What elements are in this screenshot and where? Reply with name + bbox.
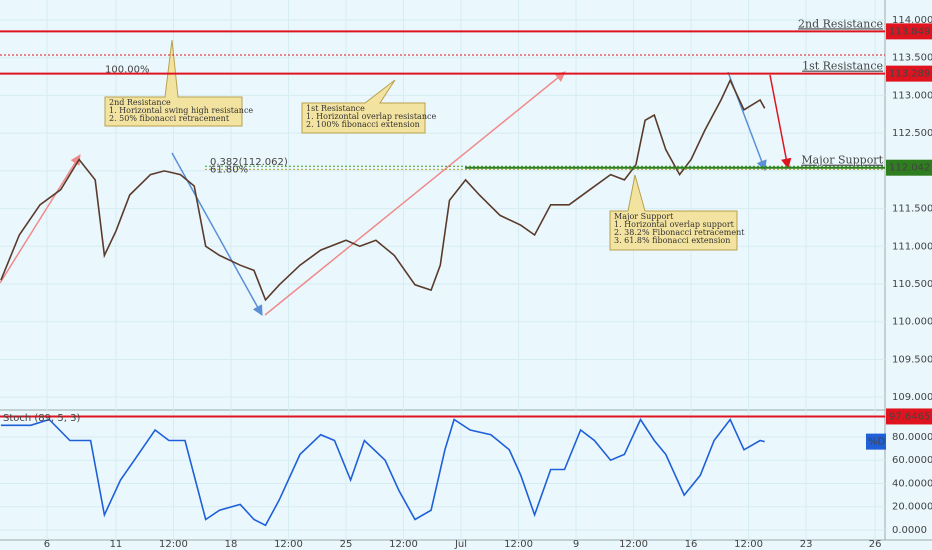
x-tick-label: 18: [225, 539, 238, 550]
x-tick-label: 26: [869, 539, 882, 550]
stoch-line: [0, 417, 765, 527]
y-tick-label: 20.0000: [892, 502, 932, 513]
level-value: 113.849: [889, 26, 930, 37]
x-tick-label: Jul: [454, 539, 467, 550]
level-tag: [886, 408, 932, 425]
callout-line: 1. Horizontal overlap support: [614, 220, 735, 229]
callout-line: 2. 50% fibonacci retracement: [109, 114, 230, 123]
y-tick-label: 80.0000: [892, 432, 932, 443]
x-tick-label: 6: [44, 539, 50, 550]
y-tick-label: 109.500: [892, 354, 932, 365]
level-tag: [886, 23, 932, 40]
callout-box: [609, 174, 738, 251]
y-tick-label: 111.500: [892, 204, 932, 215]
callout-title: 2nd Resistance: [109, 98, 171, 107]
series-tag: [866, 433, 886, 450]
callout-box: [104, 39, 243, 127]
y-tick-label: 60.0000: [892, 455, 932, 466]
x-tick-label: 12:00: [734, 539, 763, 550]
fib-label: 0.382(112.062): [210, 157, 288, 168]
price-line: [0, 78, 766, 302]
y-tick-label: 114.000: [892, 15, 932, 26]
x-tick-label: 12:00: [389, 539, 418, 550]
callout-line: 2. 100% fibonacci extension: [306, 120, 420, 129]
callout-title: Major Support: [614, 212, 674, 221]
grid: [0, 0, 885, 540]
callout-line: 1. Horizontal swing high resistance: [109, 106, 253, 115]
x-tick-label: 23: [800, 539, 813, 550]
y-tick-label: 111.000: [892, 241, 932, 252]
x-tick-label: 12:00: [504, 539, 533, 550]
y-tick-label: 40.0000: [892, 478, 932, 489]
level-tag: [886, 65, 932, 82]
x-tick-label: 12:00: [619, 539, 648, 550]
callout-line: 3. 61.8% fibonacci extension: [614, 236, 730, 245]
stoch-label: Stoch (89, 5, 3): [3, 413, 80, 424]
y-tick-label: 113.000: [892, 90, 932, 101]
callout-line: 1. Horizontal overlap resistance: [306, 112, 436, 121]
fib-label: 61.80%: [210, 164, 248, 175]
level-value: 97.6465: [889, 411, 930, 422]
series-tag-label: %D: [868, 437, 886, 448]
fib-label: 100.00%: [105, 65, 150, 76]
level-value: 112.042: [889, 163, 930, 174]
y-tick-label: 110.000: [892, 317, 932, 328]
drawings: [0, 39, 792, 316]
y-tick-label: 112.500: [892, 128, 932, 139]
x-tick-label: 25: [340, 539, 353, 550]
x-tick-label: 12:00: [159, 539, 188, 550]
level-value: 113.289: [889, 69, 930, 80]
level-name: 2nd Resistance: [798, 17, 883, 30]
forecast-arrow: [769, 74, 792, 170]
level-tag: [886, 159, 932, 176]
callout-title: 1st Resistance: [306, 104, 365, 113]
plot-bg: [0, 0, 885, 540]
y-tick-label: 109.000: [892, 392, 932, 403]
x-tick-label: 11: [110, 539, 123, 550]
callout-box: [301, 79, 426, 134]
x-tick-label: 16: [685, 539, 698, 550]
x-tick-label: 12:00: [274, 539, 303, 550]
callout-line: 2. 38.2% Fibonacci retracement: [614, 228, 745, 237]
y-tick-label: 113.500: [892, 53, 932, 64]
trend-arrow: [264, 71, 566, 316]
y-tick-label: 0.0000: [892, 525, 927, 536]
y-tick-label: 110.500: [892, 279, 932, 290]
x-tick-label: 9: [573, 539, 579, 550]
trend-arrow: [0, 154, 81, 284]
level-name: 1st Resistance: [802, 60, 883, 73]
level-name: Major Support: [801, 154, 883, 167]
